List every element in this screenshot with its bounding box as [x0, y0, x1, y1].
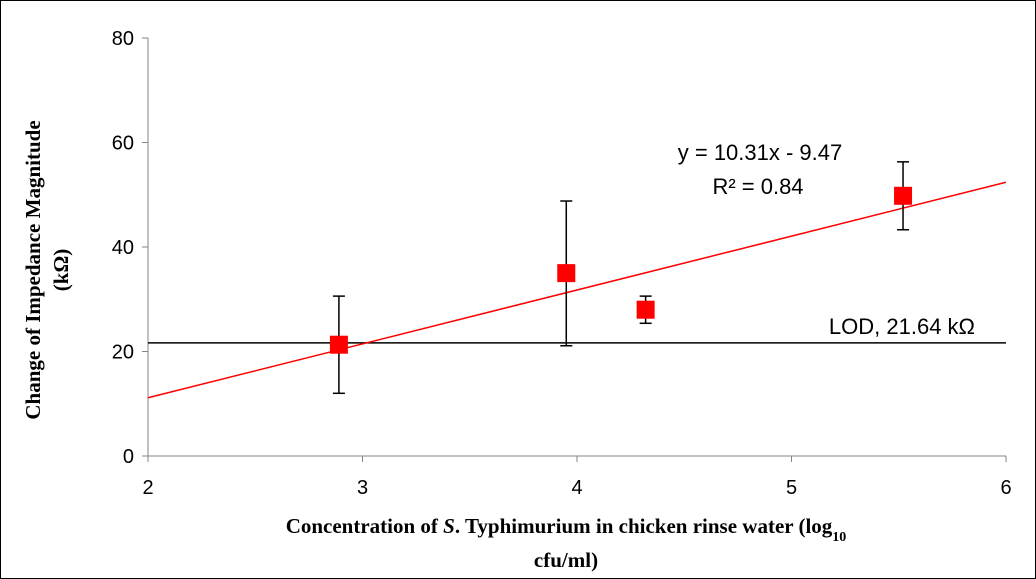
y-tick-label: 40 — [112, 237, 134, 259]
data-point — [330, 336, 348, 354]
axes — [142, 38, 1006, 462]
data-point — [557, 264, 575, 282]
x-axis-title-line2: cfu/ml) — [534, 548, 598, 572]
trendline — [148, 182, 1006, 397]
x-tick-label: 6 — [1000, 477, 1011, 499]
y-axis-title: Change of Impedance Magnitude — [21, 120, 45, 419]
data-point — [894, 187, 912, 205]
lod-label: LOD, 21.64 kΩ — [829, 314, 975, 339]
data-point — [637, 301, 655, 319]
x-tick-label: 5 — [786, 477, 797, 499]
y-tick-label: 80 — [112, 28, 134, 50]
y-tick-label: 60 — [112, 133, 134, 155]
x-tick-label: 2 — [142, 477, 153, 499]
y-tick-label: 0 — [123, 446, 134, 468]
x-tick-label: 3 — [357, 477, 368, 499]
equation-label: y = 10.31x - 9.47 — [678, 140, 843, 165]
r-squared-label: R² = 0.84 — [712, 174, 803, 199]
x-axis-title: Concentration of S. Typhimurium in chick… — [286, 514, 847, 545]
y-tick-label: 20 — [112, 342, 134, 364]
tick-labels: 0 20 40 60 80 2 3 4 5 6 — [112, 28, 1012, 499]
data-marks — [148, 162, 1006, 398]
y-axis-title-line2: (kΩ) — [49, 249, 73, 291]
x-tick-label: 4 — [571, 477, 582, 499]
